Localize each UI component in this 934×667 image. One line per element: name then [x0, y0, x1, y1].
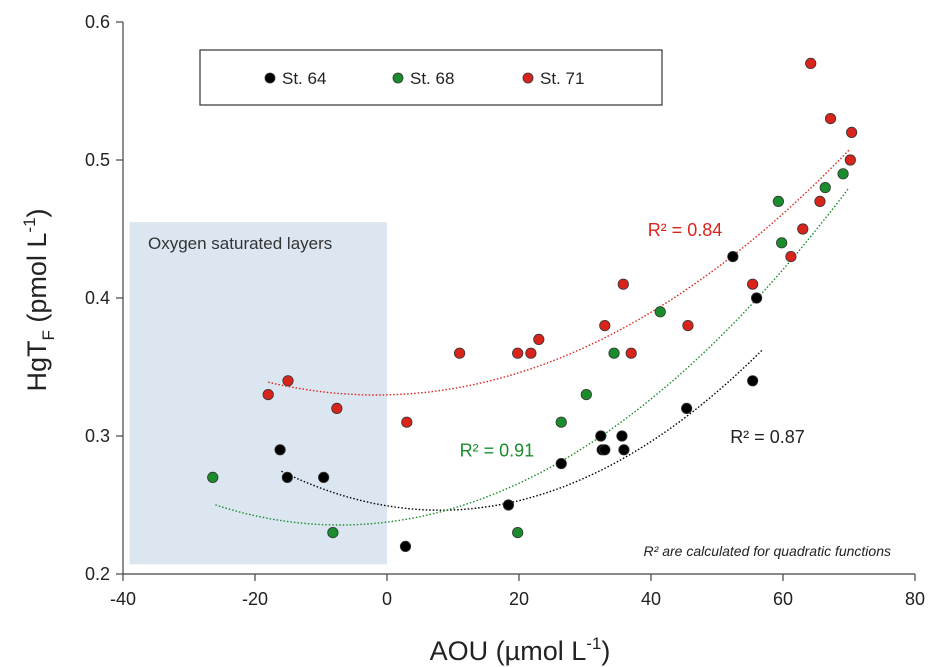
legend-marker-0 [264, 72, 276, 84]
x-axis-title: AOU (µmol L-1) [430, 634, 611, 666]
legend-label-0: St. 64 [282, 69, 326, 88]
data-point-s1-4 [580, 388, 592, 401]
legend-marker-2 [522, 72, 534, 84]
data-point-s2-11 [682, 319, 694, 332]
data-point-s1-10 [837, 168, 849, 180]
legend-box [199, 49, 663, 106]
data-point-s0-10 [618, 444, 630, 456]
legend: St. 64 St. 68 St. 71 [199, 49, 663, 106]
data-point-s2-12 [747, 278, 759, 290]
data-point-s0-13 [747, 375, 759, 387]
fit-curve-1 [215, 187, 850, 526]
r2-label-0: R² = 0.87 [730, 427, 805, 447]
x-tick-label: 0 [382, 589, 392, 609]
x-tick-label: 40 [641, 589, 661, 609]
data-point-s2-6 [525, 347, 537, 359]
data-point-s2-0 [262, 388, 274, 401]
data-point-s2-8 [599, 319, 611, 332]
data-point-s0-3 [399, 540, 412, 553]
oxygen-saturated-region [129, 222, 387, 565]
data-point-s0-0 [274, 444, 286, 456]
legend-label-2: St. 71 [540, 69, 584, 88]
annotations: R² = 0.87 R² = 0.91 R² = 0.84 [460, 220, 805, 461]
data-point-s1-1 [327, 526, 339, 539]
region-layer [129, 222, 387, 565]
fit-curves [215, 149, 850, 526]
data-point-s0-4 [502, 499, 515, 511]
data-point-s2-16 [814, 195, 826, 207]
y-axis-title: HgTF (pmol L-1) [20, 208, 58, 391]
note-text: R² are calculated for quadratic function… [644, 543, 891, 559]
data-point-s2-14 [797, 223, 809, 235]
x-tick-label: 80 [905, 589, 925, 609]
data-point-s0-12 [727, 251, 739, 263]
y-tick-label: 0.4 [85, 288, 110, 308]
data-point-s1-5 [608, 347, 620, 359]
x-tick-label: 60 [773, 589, 793, 609]
data-point-s1-0 [207, 471, 219, 483]
data-point-s0-5 [555, 457, 567, 470]
data-point-s2-7 [533, 333, 545, 345]
data-point-s1-9 [819, 182, 831, 194]
data-point-s1-7 [772, 195, 784, 207]
data-point-s2-13 [785, 251, 797, 263]
y-tick-label: 0.5 [85, 150, 110, 170]
y-tick-label: 0.3 [85, 426, 110, 446]
data-point-s0-9 [616, 430, 628, 442]
data-point-s0-11 [681, 402, 693, 414]
r2-label-2: R² = 0.84 [648, 220, 723, 240]
data-point-s2-3 [401, 416, 413, 428]
x-tick-label: -40 [110, 589, 136, 609]
data-point-s2-4 [453, 347, 466, 359]
data-point-s1-2 [512, 526, 524, 539]
data-point-s0-14 [750, 292, 763, 304]
data-point-s2-18 [844, 154, 856, 166]
region-label: Oxygen saturated layers [148, 234, 332, 253]
data-point-s2-17 [824, 113, 837, 125]
data-point-s2-5 [512, 347, 524, 359]
data-point-s1-8 [776, 237, 788, 249]
data-point-s0-8 [599, 444, 611, 456]
data-point-s0-2 [318, 471, 330, 483]
r2-label-1: R² = 0.91 [460, 441, 535, 461]
data-point-s0-1 [281, 471, 293, 483]
data-point-s1-6 [654, 306, 666, 318]
data-points [207, 57, 858, 553]
data-point-s2-10 [625, 347, 637, 359]
x-tick-label: -20 [242, 589, 268, 609]
y-tick-label: 0.2 [85, 564, 110, 584]
axes: -40 -20 0 20 40 60 80 0.2 0.3 0.4 0.5 0.6 [85, 12, 925, 609]
x-tick-label: 20 [509, 589, 529, 609]
legend-label-1: St. 68 [410, 69, 454, 88]
legend-marker-1 [392, 72, 404, 84]
data-point-s2-1 [282, 375, 294, 387]
data-point-s2-2 [331, 402, 343, 414]
data-point-s2-9 [617, 278, 629, 290]
data-point-s0-6 [595, 430, 607, 442]
y-tick-label: 0.6 [85, 12, 110, 32]
data-point-s2-15 [805, 57, 817, 70]
data-point-s1-3 [555, 416, 567, 428]
data-point-s2-19 [846, 126, 858, 138]
